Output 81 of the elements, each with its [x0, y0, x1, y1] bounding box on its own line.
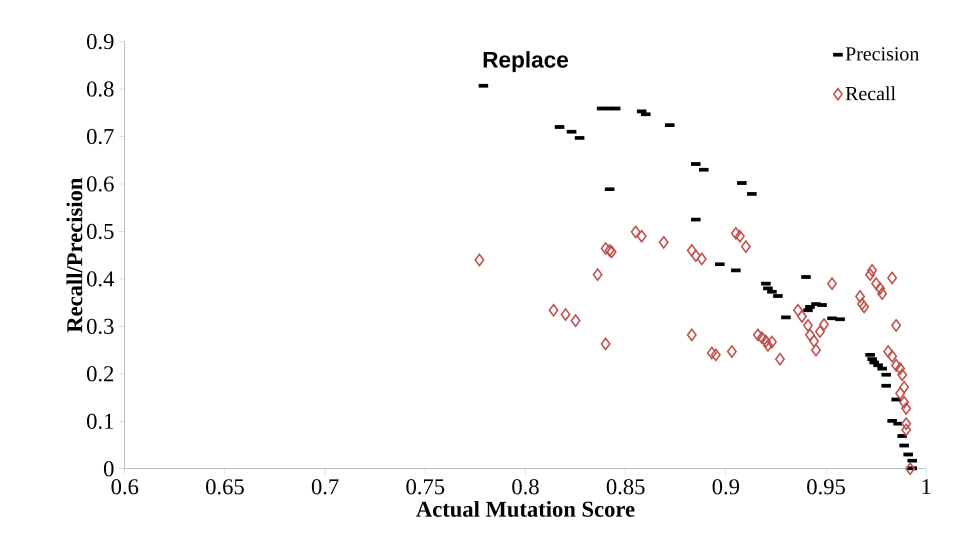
point	[811, 344, 821, 357]
point	[686, 244, 697, 258]
point	[474, 254, 484, 267]
chart-title: Replace	[484, 51, 568, 72]
point	[871, 278, 882, 290]
point	[899, 381, 910, 394]
point	[774, 352, 785, 366]
point	[867, 264, 878, 277]
point	[901, 402, 912, 416]
y-tick-label: 0.4	[87, 271, 114, 287]
x-tick-label: 0.65	[206, 479, 244, 495]
point	[899, 396, 910, 409]
point	[857, 298, 868, 311]
point	[766, 336, 777, 349]
point	[696, 252, 707, 266]
point	[883, 345, 894, 358]
point	[855, 290, 866, 304]
x-tick-label: 1	[922, 479, 930, 494]
point	[560, 308, 571, 322]
point	[877, 287, 888, 300]
point	[891, 319, 902, 332]
y-tick-label: 0.2	[87, 366, 114, 382]
y-tick-label: 0	[104, 461, 114, 477]
point	[887, 272, 898, 285]
point	[895, 362, 906, 376]
point	[710, 348, 721, 362]
point	[592, 268, 603, 282]
x-tick-label: 0.9	[712, 479, 740, 495]
point	[706, 346, 717, 360]
point	[875, 282, 886, 296]
legend-label: Recall	[846, 86, 896, 101]
point	[690, 250, 701, 262]
point	[797, 310, 807, 324]
point	[658, 236, 669, 249]
y-tick-label: 0.6	[87, 176, 114, 192]
x-tick-label: 0.7	[312, 479, 339, 495]
point	[897, 368, 908, 382]
point	[901, 424, 912, 436]
y-axis-title: Recall/Precision	[66, 178, 82, 333]
x-tick-label: 0.95	[807, 479, 845, 495]
point	[686, 328, 697, 342]
point	[809, 334, 819, 348]
y-tick-label: 0.9	[87, 34, 114, 50]
point	[815, 325, 825, 338]
point	[730, 227, 741, 240]
point	[895, 387, 906, 400]
point	[887, 350, 898, 363]
point	[865, 268, 876, 282]
y-tick-label: 0.3	[87, 318, 114, 334]
point	[760, 334, 771, 348]
point	[636, 230, 647, 243]
y-tick-label: 0.7	[87, 129, 114, 144]
y-tick-label: 0.1	[87, 414, 114, 430]
point	[905, 462, 916, 476]
x-tick-label: 0.6	[111, 479, 138, 495]
point	[600, 242, 611, 256]
x-tick-label: 0.75	[406, 479, 444, 495]
point	[901, 418, 912, 430]
point	[740, 240, 751, 254]
point	[630, 226, 641, 239]
point	[891, 359, 902, 372]
x-axis-title: Actual Mutation Score	[416, 501, 634, 518]
point	[734, 230, 745, 243]
point	[570, 314, 581, 328]
point	[827, 278, 838, 290]
point	[600, 338, 611, 351]
legend-label: Precision	[846, 47, 920, 61]
point	[819, 318, 830, 332]
point	[762, 339, 773, 352]
point	[752, 328, 763, 342]
point	[792, 304, 803, 317]
x-tick-label: 0.8	[512, 479, 539, 495]
y-tick-label: 0.8	[87, 82, 114, 97]
point	[726, 345, 737, 358]
point	[756, 332, 767, 344]
point	[805, 328, 815, 342]
point	[859, 300, 870, 314]
point	[803, 319, 813, 332]
x-tick-label: 0.85	[606, 479, 645, 495]
point	[548, 304, 559, 317]
y-tick-label: 0.5	[87, 224, 114, 240]
